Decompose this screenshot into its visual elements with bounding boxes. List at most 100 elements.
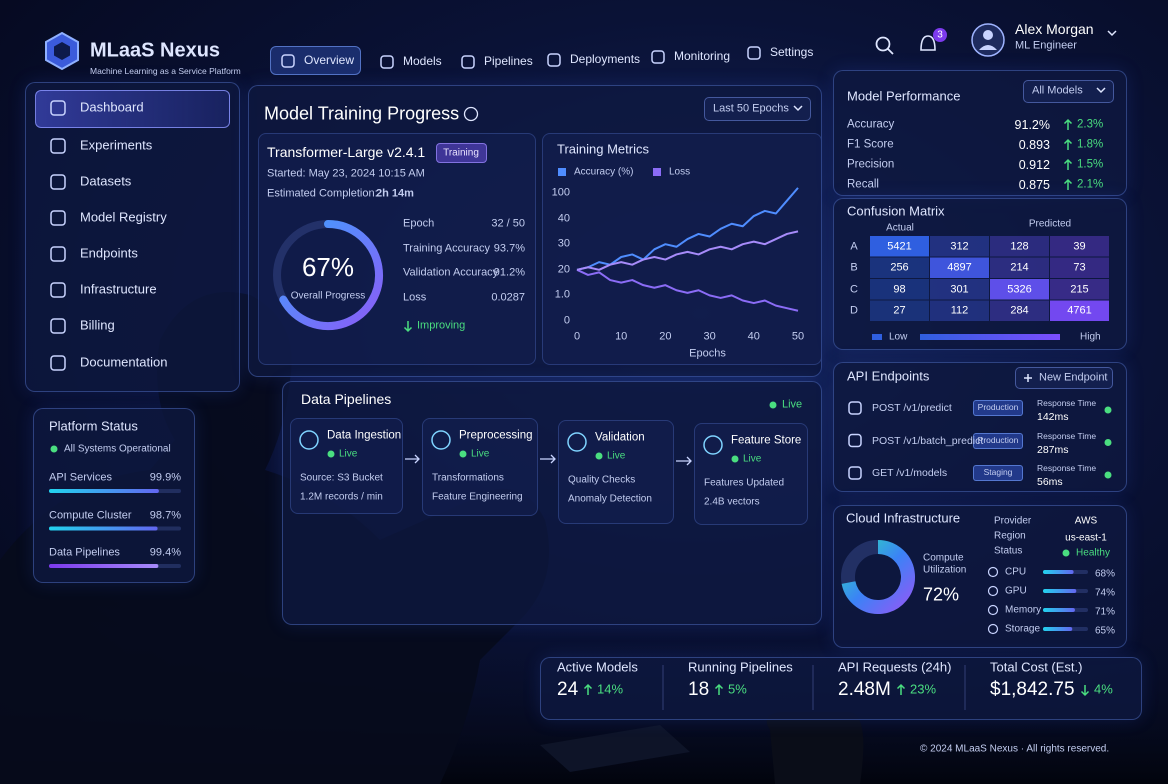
cell-value: 215 [1070,283,1089,296]
metric-name: Recall [847,178,879,191]
kpi-label: Active Models [557,659,638,675]
nav-active-pill[interactable] [270,46,361,75]
pipelines-status: Live [782,398,803,411]
nav-item[interactable]: Models [403,54,442,69]
stage-detail: Feature Engineering [432,491,523,503]
sidebar-panel [25,82,240,392]
metric-name: F1 Score [847,138,894,151]
sidebar-item[interactable]: Infrastructure [80,281,157,297]
x-tick-label: 0 [573,330,581,343]
stat-value: 91.2% [493,267,525,280]
user-name[interactable]: Alex Morgan [1015,20,1094,37]
nav-item[interactable]: Overview [304,53,355,68]
nav-item[interactable]: Monitoring [674,49,731,64]
brand-name: MLaaS Nexus [90,39,221,62]
kpi-change: 5% [728,681,747,697]
stat-label: Training Accuracy [403,242,491,255]
model-filter-dropdown[interactable] [1023,80,1114,103]
matrix-cell [990,300,1049,321]
filter-label[interactable]: All Models [1032,84,1083,97]
pipeline-stage[interactable] [558,420,674,524]
legend-swatch [653,168,661,176]
sidebar-item[interactable]: Dashboard [80,99,144,115]
icon [547,53,561,67]
detail-value: Healthy [1076,547,1110,559]
stage-icon [567,432,587,452]
cell-value: 256 [890,261,909,274]
notification-badge [933,28,947,42]
matrix-cell [1050,257,1109,278]
resource-name: CPU [1005,566,1027,578]
y-tick-label: 30 [557,237,570,250]
eta-value: 2h 14m [376,187,414,200]
row-label: B [850,261,858,274]
resource-bar [1043,608,1075,612]
sidebar-active-item[interactable] [35,90,230,128]
stage-detail: Transformations [432,472,504,484]
range-dropdown[interactable] [704,97,811,121]
range-label[interactable]: Last 50 Epochs [713,102,789,115]
sidebar-item[interactable]: Model Registry [80,209,167,225]
stat-value: 93.7% [493,242,525,255]
stage-icon [431,430,451,450]
matrix-cell [1050,300,1109,321]
info-icon [463,106,479,122]
matrix-cell [990,236,1049,257]
nav-item[interactable]: Pipelines [484,54,533,69]
stage-status: Live [607,450,626,462]
x-tick-label: 10 [615,330,628,343]
y-tick-label: 1.0 [554,289,570,302]
matrix-cell [930,300,989,321]
rt-label: Response Time [1037,398,1097,409]
kpi-label: Running Pipelines [688,659,793,675]
pipeline-stage[interactable] [422,418,538,516]
started-text: Started: May 23, 2024 10:15 AM [267,167,425,180]
metric-change: 2.3% [1077,118,1104,131]
cell-value: 5326 [1007,283,1032,296]
device [540,725,690,772]
nav-item[interactable]: Deployments [570,52,641,67]
flow-arrow [540,454,556,464]
new-endpoint-button[interactable] [1015,367,1113,389]
sidebar-item[interactable]: Billing [80,317,115,333]
legend-label: Accuracy (%) [574,166,634,178]
pipeline-stage[interactable] [290,418,403,514]
panel-title: API Endpoints [847,368,930,384]
nav-item[interactable]: Settings [770,45,814,60]
sidebar-item[interactable]: Datasets [80,173,132,189]
icon [380,55,394,69]
status-name: Data Pipelines [49,546,120,559]
stat-label: Epoch [403,217,435,230]
matrix-cell [1050,279,1109,300]
chevron [1096,87,1106,94]
pipeline-stage[interactable] [694,423,808,525]
cell-value: 98 [893,283,906,296]
stat-value: 32 / 50 [491,217,525,230]
matrix-cell [870,300,929,321]
icon [848,433,862,448]
chevron [793,105,803,112]
search-handle [887,48,894,55]
stage-name: Preprocessing [459,429,533,442]
panel-title: Model Performance [847,88,961,104]
resource-icon [987,604,999,616]
sidebar-item[interactable]: Endpoints [80,245,138,261]
cell-value: 312 [950,240,969,253]
sidebar-item[interactable]: Documentation [80,354,168,370]
trend-arrow [1080,685,1090,697]
badge-text: Training [443,147,479,159]
detail-value: us-east-1 [1065,532,1107,544]
row-label: D [850,304,858,317]
kpi-change: 14% [597,681,624,697]
footer-text: © 2024 MLaaS Nexus · All rights reserved… [920,743,1110,755]
icon [461,55,475,69]
stage-icon [299,430,319,450]
matrix-cell [990,279,1049,300]
matrix-cell [930,279,989,300]
status-summary: All Systems Operational [64,443,171,455]
progress-caption: Overall Progress [290,290,366,302]
sidebar-item[interactable]: Experiments [80,137,153,153]
icon [50,355,66,371]
button-label[interactable]: New Endpoint [1039,371,1108,384]
